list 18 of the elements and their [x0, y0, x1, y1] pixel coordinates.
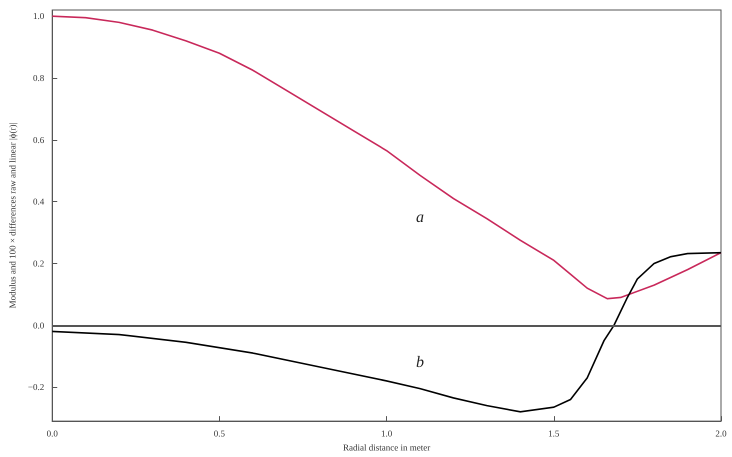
series-label: b [416, 354, 424, 372]
x-tick-label: 1.5 [548, 428, 560, 439]
series-label: a [416, 208, 424, 226]
x-axis-title: Radial distance in meter [343, 442, 430, 452]
y-tick-label: 1.0 [32, 11, 45, 22]
line-series [51, 15, 722, 300]
line-series [51, 252, 722, 413]
y-tick-label: 0.2 [32, 258, 44, 268]
y-tick-label: 0.8 [32, 73, 45, 83]
y-tick-label: −0.2 [28, 382, 44, 392]
y-tick-label: 0.6 [32, 134, 45, 145]
x-tick-label: 1.0 [380, 428, 393, 439]
y-axis-title: Modulus and 100 × differences raw and linear |ϕ(r)| [8, 122, 18, 308]
x-tick-label: 2.0 [715, 428, 728, 439]
y-tick-label: 0.0 [32, 320, 45, 330]
x-tick-label: 0.5 [214, 428, 226, 439]
y-tick-label: 0.4 [32, 196, 45, 207]
x-tick-label: 0.0 [46, 428, 58, 439]
